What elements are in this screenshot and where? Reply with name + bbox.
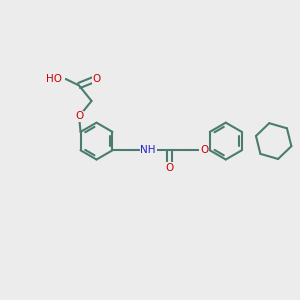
Text: HO: HO (46, 74, 62, 84)
Text: O: O (165, 163, 174, 172)
Text: H: H (56, 74, 64, 84)
Text: O: O (75, 111, 83, 122)
Text: O: O (93, 74, 101, 84)
Text: NH: NH (140, 145, 156, 155)
Text: O: O (200, 145, 208, 155)
